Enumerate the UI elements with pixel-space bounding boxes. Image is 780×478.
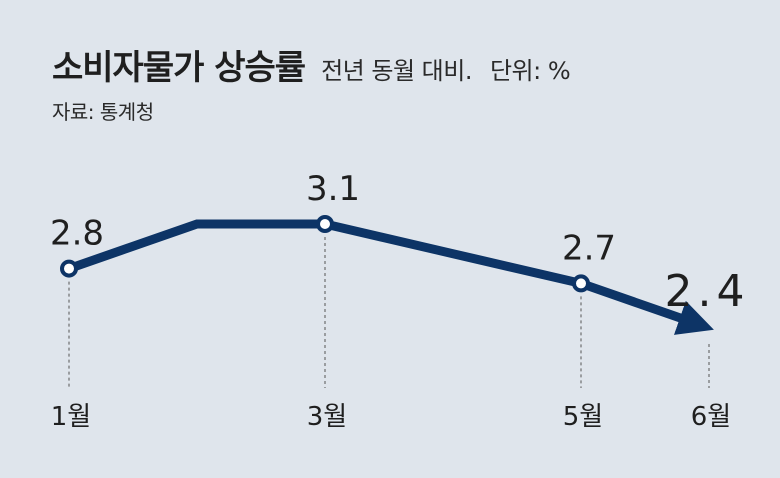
data-label: 2.8 [50,214,104,254]
x-tick-label: 1월 [51,402,91,432]
x-tick-label: 3월 [307,402,347,432]
chart-header: 소비자물가 상승률 전년 동월 대비. 단위: % [52,40,571,89]
x-tick-label: 5월 [563,402,603,432]
subtitle-basis: 전년 동월 대비. [321,57,472,85]
series-line [67,219,714,335]
unit-label: 단위: % [489,57,571,85]
x-tick-label: 6월 [691,402,731,432]
chart-subtitle: 전년 동월 대비. 단위: % [321,51,571,86]
data-point-marker [60,259,78,278]
source-label: 자료: 통계청 [52,100,154,124]
data-point-marker [572,274,590,293]
data-label: 2.7 [562,228,616,268]
data-label: 3.1 [306,169,360,209]
data-point-marker [316,215,334,233]
data-label: 2.4 [665,266,750,317]
chart-title: 소비자물가 상승률 [52,48,306,88]
